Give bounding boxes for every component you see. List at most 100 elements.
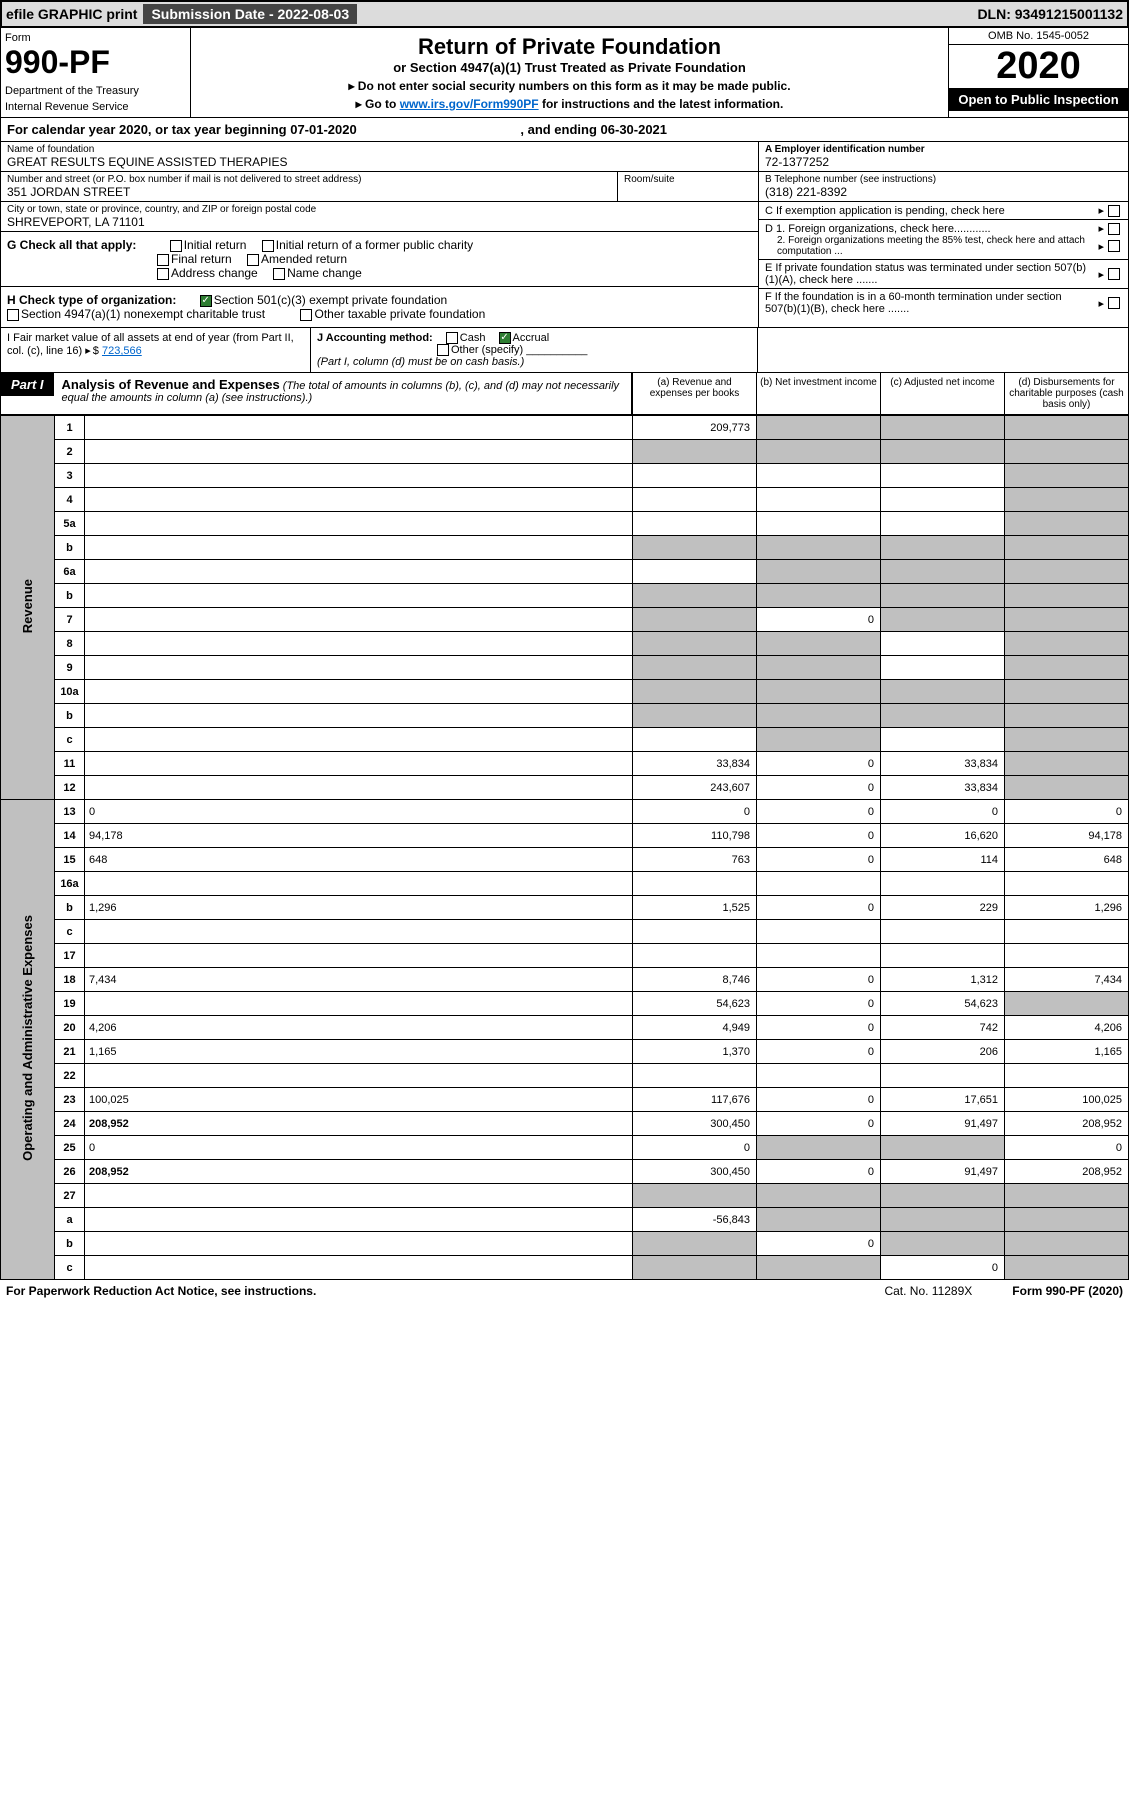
cell-c: 54,623 <box>881 992 1005 1016</box>
cell-c <box>881 680 1005 704</box>
form-number: 990-PF <box>5 44 186 81</box>
cell-a: 1,370 <box>633 1040 757 1064</box>
cell-a: 243,607 <box>633 776 757 800</box>
cell-b <box>757 656 881 680</box>
cell-b <box>757 1256 881 1280</box>
foundation-name: GREAT RESULTS EQUINE ASSISTED THERAPIES <box>7 155 752 169</box>
row-desc <box>85 728 633 752</box>
cell-a <box>633 536 757 560</box>
form-subtitle: or Section 4947(a)(1) Trust Treated as P… <box>197 60 942 75</box>
cell-a: 8,746 <box>633 968 757 992</box>
irs-link[interactable]: www.irs.gov/Form990PF <box>400 97 539 111</box>
cell-a <box>633 680 757 704</box>
row-desc: 1,165 <box>85 1040 633 1064</box>
cell-c <box>881 1136 1005 1160</box>
cell-a <box>633 944 757 968</box>
row-desc: 94,178 <box>85 824 633 848</box>
cell-b <box>757 920 881 944</box>
cell-b: 0 <box>757 800 881 824</box>
row-desc <box>85 440 633 464</box>
form-header: Form 990-PF Department of the Treasury I… <box>0 28 1129 118</box>
room-label: Room/suite <box>624 174 752 185</box>
cell-a: 33,834 <box>633 752 757 776</box>
row-desc <box>85 1208 633 1232</box>
row-desc <box>85 560 633 584</box>
cell-b <box>757 680 881 704</box>
cell-c: 0 <box>881 800 1005 824</box>
row-desc <box>85 776 633 800</box>
cell-d: 0 <box>1005 1136 1129 1160</box>
form-ref: Form 990-PF (2020) <box>1012 1284 1123 1298</box>
cell-d <box>1005 632 1129 656</box>
cell-a: 209,773 <box>633 416 757 440</box>
cell-d <box>1005 536 1129 560</box>
cell-c <box>881 440 1005 464</box>
cell-b <box>757 632 881 656</box>
cell-d <box>1005 464 1129 488</box>
row-desc: 1,296 <box>85 896 633 920</box>
row-desc <box>85 488 633 512</box>
cell-d: 648 <box>1005 848 1129 872</box>
cell-b: 0 <box>757 1160 881 1184</box>
cell-c: 742 <box>881 1016 1005 1040</box>
cell-a <box>633 920 757 944</box>
cell-b: 0 <box>757 1088 881 1112</box>
calendar-year-line: For calendar year 2020, or tax year begi… <box>0 118 1129 142</box>
cell-c: 206 <box>881 1040 1005 1064</box>
phone-value: (318) 221-8392 <box>765 185 1122 199</box>
cell-b: 0 <box>757 752 881 776</box>
dln: DLN: 93491215001132 <box>977 6 1123 22</box>
cell-d <box>1005 1184 1129 1208</box>
cell-c <box>881 944 1005 968</box>
section-i-label: I Fair market value of all assets at end… <box>7 332 294 357</box>
cell-c: 17,651 <box>881 1088 1005 1112</box>
row-desc <box>85 920 633 944</box>
chk-accrual[interactable] <box>499 332 511 344</box>
cell-b <box>757 944 881 968</box>
cell-b: 0 <box>757 1016 881 1040</box>
side-revenue: Revenue <box>20 579 35 633</box>
cell-b <box>757 1208 881 1232</box>
ein-label: A Employer identification number <box>765 144 1122 155</box>
city-state-zip: SHREVEPORT, LA 71101 <box>7 215 752 229</box>
cell-d: 208,952 <box>1005 1160 1129 1184</box>
cell-c: 33,834 <box>881 776 1005 800</box>
street-address: 351 JORDAN STREET <box>7 185 611 199</box>
row-desc: 648 <box>85 848 633 872</box>
row-desc <box>85 536 633 560</box>
part1-table: Revenue1209,7732345ab6ab708910abc1133,83… <box>0 415 1129 1280</box>
row-desc <box>85 656 633 680</box>
row-desc <box>85 1184 633 1208</box>
cell-a <box>633 608 757 632</box>
cell-c <box>881 608 1005 632</box>
irs-label: Internal Revenue Service <box>5 101 186 113</box>
cell-c <box>881 728 1005 752</box>
row-desc <box>85 704 633 728</box>
cell-b <box>757 488 881 512</box>
row-desc <box>85 584 633 608</box>
ein-value: 72-1377252 <box>765 155 1122 169</box>
section-d1: D 1. Foreign organizations, check here..… <box>765 223 991 235</box>
row-desc: 0 <box>85 1136 633 1160</box>
cell-c <box>881 416 1005 440</box>
cell-b: 0 <box>757 992 881 1016</box>
chk-501c3[interactable] <box>200 295 212 307</box>
row-desc: 208,952 <box>85 1112 633 1136</box>
cell-c <box>881 920 1005 944</box>
cell-a <box>633 1184 757 1208</box>
cell-a: 0 <box>633 1136 757 1160</box>
cell-a <box>633 560 757 584</box>
cell-a <box>633 1064 757 1088</box>
cell-d: 0 <box>1005 800 1129 824</box>
cell-a <box>633 584 757 608</box>
row-desc: 100,025 <box>85 1088 633 1112</box>
cell-d: 7,434 <box>1005 968 1129 992</box>
cell-d <box>1005 416 1129 440</box>
cell-c <box>881 584 1005 608</box>
row-desc <box>85 1256 633 1280</box>
dept-treasury: Department of the Treasury <box>5 85 186 97</box>
cell-c: 1,312 <box>881 968 1005 992</box>
cell-c <box>881 536 1005 560</box>
cell-b <box>757 416 881 440</box>
row-desc <box>85 680 633 704</box>
